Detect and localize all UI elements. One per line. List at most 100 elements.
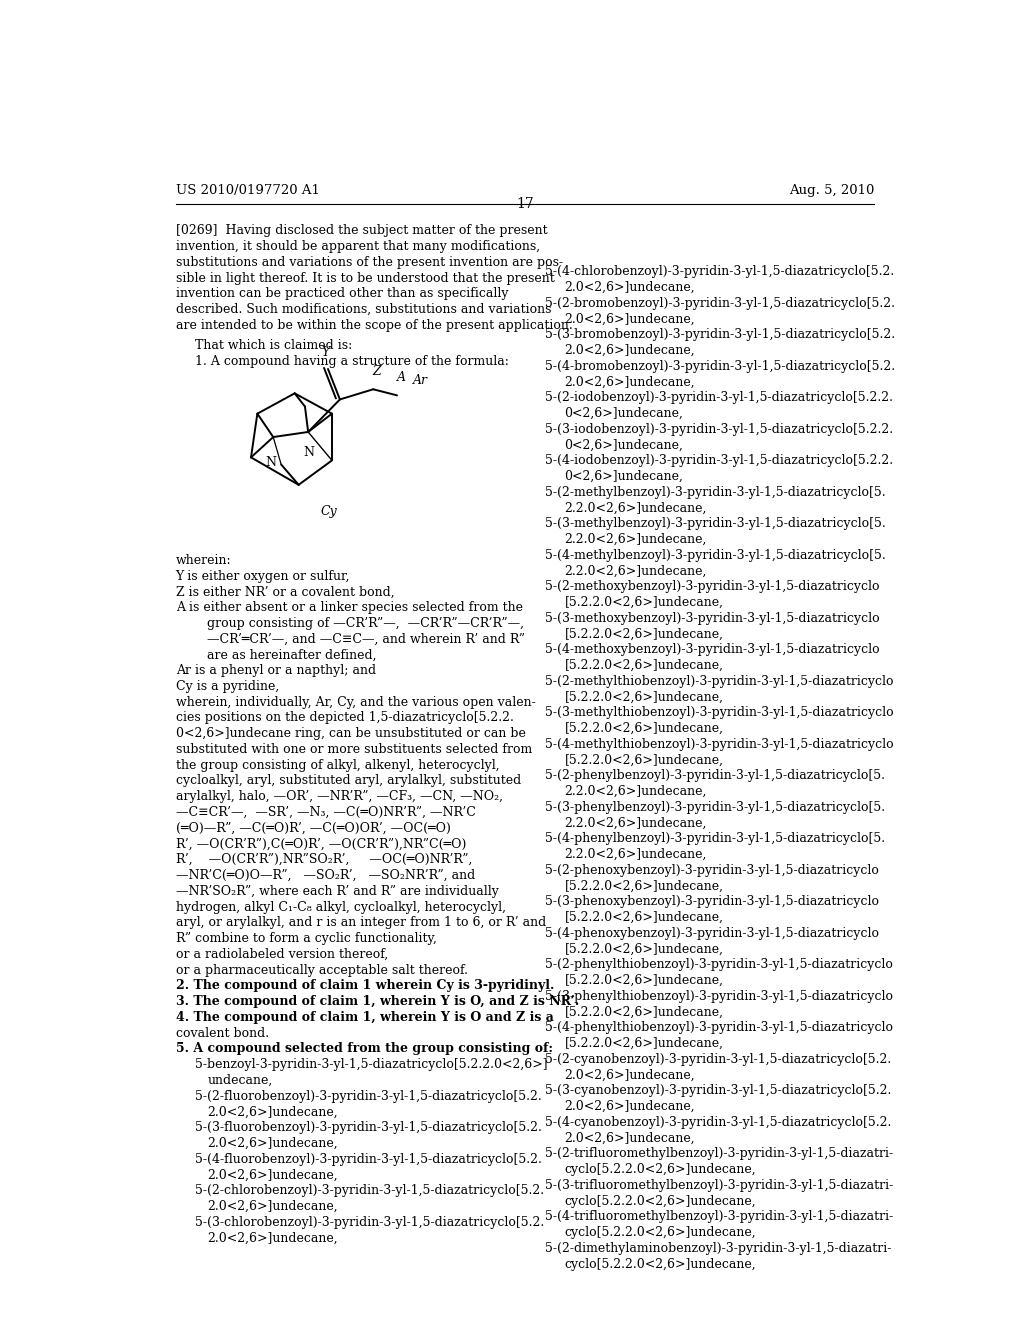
Text: 5-(2-methoxybenzoyl)-3-pyridin-3-yl-1,5-diazatricyclo: 5-(2-methoxybenzoyl)-3-pyridin-3-yl-1,5-… [545, 581, 880, 593]
Text: A: A [397, 371, 407, 384]
Text: 0<2,6>]undecane,: 0<2,6>]undecane, [564, 407, 683, 420]
Text: 5-(2-phenoxybenzoyl)-3-pyridin-3-yl-1,5-diazatricyclo: 5-(2-phenoxybenzoyl)-3-pyridin-3-yl-1,5-… [545, 863, 879, 876]
Text: (═O)—R”, —C(═O)R’, —C(═O)OR’, —OC(═O): (═O)—R”, —C(═O)R’, —C(═O)OR’, —OC(═O) [176, 822, 451, 834]
Text: 5-(2-phenylbenzoyl)-3-pyridin-3-yl-1,5-diazatricyclo[5.: 5-(2-phenylbenzoyl)-3-pyridin-3-yl-1,5-d… [545, 770, 885, 783]
Text: 5-(2-chlorobenzoyl)-3-pyridin-3-yl-1,5-diazatricyclo[5.2.: 5-(2-chlorobenzoyl)-3-pyridin-3-yl-1,5-d… [196, 1184, 545, 1197]
Text: —NR’SO₂R”, where each R’ and R” are individually: —NR’SO₂R”, where each R’ and R” are indi… [176, 884, 499, 898]
Text: 2.2.0<2,6>]undecane,: 2.2.0<2,6>]undecane, [564, 533, 707, 546]
Text: invention can be practiced other than as specifically: invention can be practiced other than as… [176, 288, 508, 301]
Text: substituted with one or more substituents selected from: substituted with one or more substituent… [176, 743, 531, 756]
Text: described. Such modifications, substitutions and variations: described. Such modifications, substitut… [176, 304, 551, 317]
Text: or a radiolabeled version thereof,: or a radiolabeled version thereof, [176, 948, 388, 961]
Text: Z: Z [372, 366, 381, 378]
Text: N: N [265, 455, 276, 469]
Text: R’, —O(CR’R”),C(═O)R’, —O(CR’R”),NR”C(═O): R’, —O(CR’R”),C(═O)R’, —O(CR’R”),NR”C(═O… [176, 837, 466, 850]
Text: the group consisting of alkyl, alkenyl, heterocyclyl,: the group consisting of alkyl, alkenyl, … [176, 759, 500, 772]
Text: 5-(4-phenylthiobenzoyl)-3-pyridin-3-yl-1,5-diazatricyclo: 5-(4-phenylthiobenzoyl)-3-pyridin-3-yl-1… [545, 1022, 893, 1035]
Text: 5-(2-dimethylaminobenzoyl)-3-pyridin-3-yl-1,5-diazatri-: 5-(2-dimethylaminobenzoyl)-3-pyridin-3-y… [545, 1242, 891, 1255]
Text: 5-(2-fluorobenzoyl)-3-pyridin-3-yl-1,5-diazatricyclo[5.2.: 5-(2-fluorobenzoyl)-3-pyridin-3-yl-1,5-d… [196, 1089, 542, 1102]
Text: Ar is a phenyl or a napthyl; and: Ar is a phenyl or a napthyl; and [176, 664, 376, 677]
Text: R” combine to form a cyclic functionality,: R” combine to form a cyclic functionalit… [176, 932, 436, 945]
Text: 5-(4-bromobenzoyl)-3-pyridin-3-yl-1,5-diazatricyclo[5.2.: 5-(4-bromobenzoyl)-3-pyridin-3-yl-1,5-di… [545, 359, 895, 372]
Text: Aug. 5, 2010: Aug. 5, 2010 [788, 183, 873, 197]
Text: [5.2.2.0<2,6>]undecane,: [5.2.2.0<2,6>]undecane, [564, 942, 724, 956]
Text: —CR’═CR’—, and —C≡C—, and wherein R’ and R”: —CR’═CR’—, and —C≡C—, and wherein R’ and… [207, 632, 525, 645]
Text: 2.2.0<2,6>]undecane,: 2.2.0<2,6>]undecane, [564, 847, 707, 861]
Text: sible in light thereof. It is to be understood that the present: sible in light thereof. It is to be unde… [176, 272, 554, 285]
Text: 5-(4-chlorobenzoyl)-3-pyridin-3-yl-1,5-diazatricyclo[5.2.: 5-(4-chlorobenzoyl)-3-pyridin-3-yl-1,5-d… [545, 265, 894, 279]
Text: 2.2.0<2,6>]undecane,: 2.2.0<2,6>]undecane, [564, 817, 707, 829]
Text: 5-(4-phenylbenzoyl)-3-pyridin-3-yl-1,5-diazatricyclo[5.: 5-(4-phenylbenzoyl)-3-pyridin-3-yl-1,5-d… [545, 833, 885, 845]
Text: cycloalkyl, aryl, substituted aryl, arylalkyl, substituted: cycloalkyl, aryl, substituted aryl, aryl… [176, 775, 521, 788]
Text: 2. The compound of claim 1 wherein Cy is 3-pyridinyl.: 2. The compound of claim 1 wherein Cy is… [176, 979, 554, 993]
Text: invention, it should be apparent that many modifications,: invention, it should be apparent that ma… [176, 240, 540, 253]
Text: 5-(4-methylthiobenzoyl)-3-pyridin-3-yl-1,5-diazatricyclo: 5-(4-methylthiobenzoyl)-3-pyridin-3-yl-1… [545, 738, 893, 751]
Text: [5.2.2.0<2,6>]undecane,: [5.2.2.0<2,6>]undecane, [564, 722, 724, 735]
Text: 5-(3-methylthiobenzoyl)-3-pyridin-3-yl-1,5-diazatricyclo: 5-(3-methylthiobenzoyl)-3-pyridin-3-yl-1… [545, 706, 893, 719]
Text: 2.2.0<2,6>]undecane,: 2.2.0<2,6>]undecane, [564, 785, 707, 799]
Text: 2.0<2,6>]undecane,: 2.0<2,6>]undecane, [564, 313, 695, 326]
Text: 5-(4-iodobenzoyl)-3-pyridin-3-yl-1,5-diazatricyclo[5.2.2.: 5-(4-iodobenzoyl)-3-pyridin-3-yl-1,5-dia… [545, 454, 893, 467]
Text: 0<2,6>]undecane,: 0<2,6>]undecane, [564, 438, 683, 451]
Text: 5-(3-iodobenzoyl)-3-pyridin-3-yl-1,5-diazatricyclo[5.2.2.: 5-(3-iodobenzoyl)-3-pyridin-3-yl-1,5-dia… [545, 422, 893, 436]
Text: 5-(4-fluorobenzoyl)-3-pyridin-3-yl-1,5-diazatricyclo[5.2.: 5-(4-fluorobenzoyl)-3-pyridin-3-yl-1,5-d… [196, 1152, 543, 1166]
Text: 1. A compound having a structure of the formula:: 1. A compound having a structure of the … [196, 355, 509, 368]
Text: 5-(4-methoxybenzoyl)-3-pyridin-3-yl-1,5-diazatricyclo: 5-(4-methoxybenzoyl)-3-pyridin-3-yl-1,5-… [545, 643, 880, 656]
Text: 5-(2-bromobenzoyl)-3-pyridin-3-yl-1,5-diazatricyclo[5.2.: 5-(2-bromobenzoyl)-3-pyridin-3-yl-1,5-di… [545, 297, 895, 310]
Text: 2.0<2,6>]undecane,: 2.0<2,6>]undecane, [564, 1131, 695, 1144]
Text: 5-(2-trifluoromethylbenzoyl)-3-pyridin-3-yl-1,5-diazatri-: 5-(2-trifluoromethylbenzoyl)-3-pyridin-3… [545, 1147, 893, 1160]
Text: Y: Y [322, 346, 330, 359]
Text: 2.0<2,6>]undecane,: 2.0<2,6>]undecane, [564, 375, 695, 388]
Text: 5-(4-methylbenzoyl)-3-pyridin-3-yl-1,5-diazatricyclo[5.: 5-(4-methylbenzoyl)-3-pyridin-3-yl-1,5-d… [545, 549, 886, 562]
Text: substitutions and variations of the present invention are pos-: substitutions and variations of the pres… [176, 256, 563, 269]
Text: [5.2.2.0<2,6>]undecane,: [5.2.2.0<2,6>]undecane, [564, 974, 724, 987]
Text: 2.0<2,6>]undecane,: 2.0<2,6>]undecane, [207, 1137, 338, 1150]
Text: US 2010/0197720 A1: US 2010/0197720 A1 [176, 183, 319, 197]
Text: 5-(2-cyanobenzoyl)-3-pyridin-3-yl-1,5-diazatricyclo[5.2.: 5-(2-cyanobenzoyl)-3-pyridin-3-yl-1,5-di… [545, 1053, 891, 1065]
Text: wherein, individually, Ar, Cy, and the various open valen-: wherein, individually, Ar, Cy, and the v… [176, 696, 536, 709]
Text: 0<2,6>]undecane,: 0<2,6>]undecane, [564, 470, 683, 483]
Text: 2.0<2,6>]undecane,: 2.0<2,6>]undecane, [564, 281, 695, 294]
Text: arylalkyl, halo, —OR’, —NR’R”, —CF₃, —CN, —NO₂,: arylalkyl, halo, —OR’, —NR’R”, —CF₃, —CN… [176, 791, 503, 804]
Text: cies positions on the depicted 1,5-diazatricyclo[5.2.2.: cies positions on the depicted 1,5-diaza… [176, 711, 513, 725]
Text: 5-(2-iodobenzoyl)-3-pyridin-3-yl-1,5-diazatricyclo[5.2.2.: 5-(2-iodobenzoyl)-3-pyridin-3-yl-1,5-dia… [545, 391, 893, 404]
Text: cyclo[5.2.2.0<2,6>]undecane,: cyclo[5.2.2.0<2,6>]undecane, [564, 1195, 756, 1208]
Text: —C≡CR’—,  —SR’, —N₃, —C(═O)NR’R”, —NR’C: —C≡CR’—, —SR’, —N₃, —C(═O)NR’R”, —NR’C [176, 807, 475, 818]
Text: 2.2.0<2,6>]undecane,: 2.2.0<2,6>]undecane, [564, 565, 707, 577]
Text: [5.2.2.0<2,6>]undecane,: [5.2.2.0<2,6>]undecane, [564, 879, 724, 892]
Text: [5.2.2.0<2,6>]undecane,: [5.2.2.0<2,6>]undecane, [564, 659, 724, 672]
Text: N: N [303, 446, 314, 459]
Text: cyclo[5.2.2.0<2,6>]undecane,: cyclo[5.2.2.0<2,6>]undecane, [564, 1226, 756, 1239]
Text: 5-(4-phenoxybenzoyl)-3-pyridin-3-yl-1,5-diazatricyclo: 5-(4-phenoxybenzoyl)-3-pyridin-3-yl-1,5-… [545, 927, 879, 940]
Text: [5.2.2.0<2,6>]undecane,: [5.2.2.0<2,6>]undecane, [564, 911, 724, 924]
Text: [5.2.2.0<2,6>]undecane,: [5.2.2.0<2,6>]undecane, [564, 595, 724, 609]
Text: 2.0<2,6>]undecane,: 2.0<2,6>]undecane, [564, 345, 695, 356]
Text: cyclo[5.2.2.0<2,6>]undecane,: cyclo[5.2.2.0<2,6>]undecane, [564, 1258, 756, 1271]
Text: are intended to be within the scope of the present application.: are intended to be within the scope of t… [176, 319, 572, 333]
Text: Z is either NR’ or a covalent bond,: Z is either NR’ or a covalent bond, [176, 586, 394, 598]
Text: undecane,: undecane, [207, 1074, 272, 1086]
Text: A is either absent or a linker species selected from the: A is either absent or a linker species s… [176, 601, 522, 614]
Text: 5-(3-fluorobenzoyl)-3-pyridin-3-yl-1,5-diazatricyclo[5.2.: 5-(3-fluorobenzoyl)-3-pyridin-3-yl-1,5-d… [196, 1121, 543, 1134]
Text: [5.2.2.0<2,6>]undecane,: [5.2.2.0<2,6>]undecane, [564, 1038, 724, 1051]
Text: 2.0<2,6>]undecane,: 2.0<2,6>]undecane, [564, 1069, 695, 1081]
Text: 5-(4-cyanobenzoyl)-3-pyridin-3-yl-1,5-diazatricyclo[5.2.: 5-(4-cyanobenzoyl)-3-pyridin-3-yl-1,5-di… [545, 1115, 891, 1129]
Text: That which is claimed is:: That which is claimed is: [196, 339, 352, 352]
Text: 17: 17 [516, 197, 534, 211]
Text: 2.0<2,6>]undecane,: 2.0<2,6>]undecane, [207, 1232, 338, 1245]
Text: 5-(3-methoxybenzoyl)-3-pyridin-3-yl-1,5-diazatricyclo: 5-(3-methoxybenzoyl)-3-pyridin-3-yl-1,5-… [545, 611, 880, 624]
Text: [0269]  Having disclosed the subject matter of the present: [0269] Having disclosed the subject matt… [176, 224, 547, 238]
Text: [5.2.2.0<2,6>]undecane,: [5.2.2.0<2,6>]undecane, [564, 690, 724, 704]
Text: [5.2.2.0<2,6>]undecane,: [5.2.2.0<2,6>]undecane, [564, 627, 724, 640]
Text: 5-(3-chlorobenzoyl)-3-pyridin-3-yl-1,5-diazatricyclo[5.2.: 5-(3-chlorobenzoyl)-3-pyridin-3-yl-1,5-d… [196, 1216, 545, 1229]
Text: 5-(3-bromobenzoyl)-3-pyridin-3-yl-1,5-diazatricyclo[5.2.: 5-(3-bromobenzoyl)-3-pyridin-3-yl-1,5-di… [545, 329, 895, 341]
Text: Y is either oxygen or sulfur,: Y is either oxygen or sulfur, [176, 570, 350, 582]
Text: —NR’C(═O)O—R”,   —SO₂R’,   —SO₂NR’R”, and: —NR’C(═O)O—R”, —SO₂R’, —SO₂NR’R”, and [176, 869, 475, 882]
Text: 5-benzoyl-3-pyridin-3-yl-1,5-diazatricyclo[5.2.2.0<2,6>]: 5-benzoyl-3-pyridin-3-yl-1,5-diazatricyc… [196, 1059, 548, 1071]
Text: 5-(2-phenylthiobenzoyl)-3-pyridin-3-yl-1,5-diazatricyclo: 5-(2-phenylthiobenzoyl)-3-pyridin-3-yl-1… [545, 958, 893, 972]
Text: 2.0<2,6>]undecane,: 2.0<2,6>]undecane, [207, 1200, 338, 1213]
Text: 5-(3-cyanobenzoyl)-3-pyridin-3-yl-1,5-diazatricyclo[5.2.: 5-(3-cyanobenzoyl)-3-pyridin-3-yl-1,5-di… [545, 1084, 891, 1097]
Text: 0<2,6>]undecane ring, can be unsubstituted or can be: 0<2,6>]undecane ring, can be unsubstitut… [176, 727, 525, 741]
Text: 5-(3-methylbenzoyl)-3-pyridin-3-yl-1,5-diazatricyclo[5.: 5-(3-methylbenzoyl)-3-pyridin-3-yl-1,5-d… [545, 517, 886, 531]
Text: 2.0<2,6>]undecane,: 2.0<2,6>]undecane, [564, 1100, 695, 1113]
